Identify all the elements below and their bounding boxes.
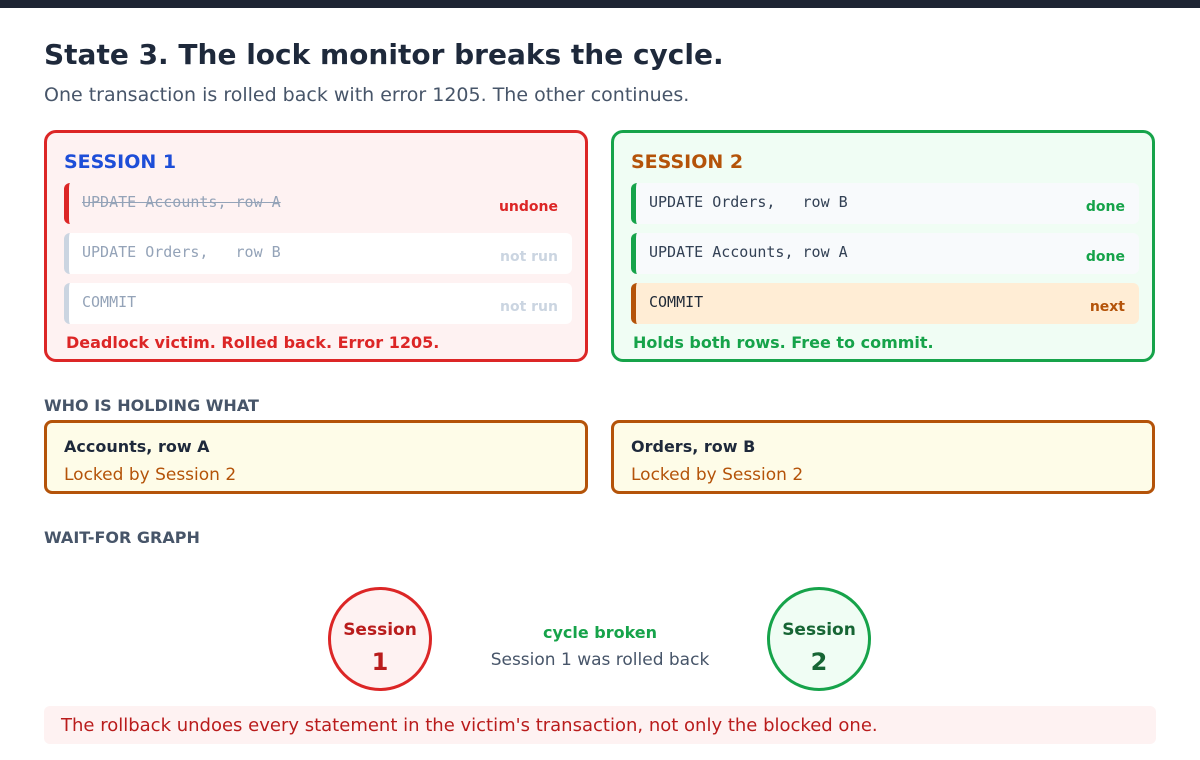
session-2-statement-3: COMMIT next (631, 283, 1139, 324)
statement-status: done (1085, 249, 1125, 265)
statement-code: UPDATE Orders, row B (82, 243, 281, 261)
session-2-footer: Holds both rows. Free to commit. (633, 333, 934, 352)
session-2-title: SESSION 2 (631, 151, 744, 173)
statement-code: COMMIT (82, 293, 137, 311)
session-1-statement-2: UPDATE Orders, row B not run (64, 233, 572, 274)
graph-node-session-1: Session 1 (328, 587, 432, 691)
statement-code: COMMIT (649, 293, 704, 311)
session-1-title: SESSION 1 (64, 151, 177, 173)
graph-node-session-2: Session 2 (767, 587, 871, 691)
page-title: State 3. The lock monitor breaks the cyc… (44, 38, 724, 71)
session-2-statement-2: UPDATE Accounts, row A done (631, 233, 1139, 274)
top-bar (0, 0, 1200, 8)
lock-card-accounts: Accounts, row A Locked by Session 2 (44, 420, 588, 494)
session-1-footer: Deadlock victim. Rolled back. Error 1205… (66, 333, 440, 352)
statement-status: next (1089, 299, 1125, 315)
page-subtitle: One transaction is rolled back with erro… (44, 84, 690, 106)
graph-edge-title: cycle broken (542, 623, 658, 642)
statement-status: not run (500, 299, 558, 315)
session-1-statement-3: COMMIT not run (64, 283, 572, 324)
lock-resource: Accounts, row A (64, 437, 210, 456)
statement-code: UPDATE Accounts, row A (649, 243, 848, 261)
session-2-panel: SESSION 2 UPDATE Orders, row B done UPDA… (611, 130, 1155, 362)
node-number: 2 (810, 648, 828, 676)
lock-resource: Orders, row B (631, 437, 756, 456)
lock-holder: Locked by Session 2 (64, 465, 237, 485)
session-2-statement-1: UPDATE Orders, row B done (631, 183, 1139, 224)
statement-status: done (1085, 199, 1125, 215)
graph-edge-subtitle: Session 1 was rolled back (490, 650, 710, 670)
node-label: Session (343, 620, 417, 640)
lock-card-orders: Orders, row B Locked by Session 2 (611, 420, 1155, 494)
statement-code: UPDATE Accounts, row A (82, 193, 281, 211)
session-1-statement-1: UPDATE Accounts, row A undone (64, 183, 572, 224)
lock-holder: Locked by Session 2 (631, 465, 804, 485)
statement-code: UPDATE Orders, row B (649, 193, 848, 211)
statement-status: not run (500, 249, 558, 265)
node-number: 1 (371, 648, 389, 676)
rollback-note-text: The rollback undoes every statement in t… (61, 715, 878, 736)
rollback-note: The rollback undoes every statement in t… (44, 706, 1156, 744)
node-label: Session (782, 620, 856, 640)
graph-section-label: WAIT-FOR GRAPH (44, 528, 200, 547)
locks-section-label: WHO IS HOLDING WHAT (44, 396, 259, 415)
statement-status: undone (498, 199, 558, 215)
session-1-panel: SESSION 1 UPDATE Accounts, row A undone … (44, 130, 588, 362)
